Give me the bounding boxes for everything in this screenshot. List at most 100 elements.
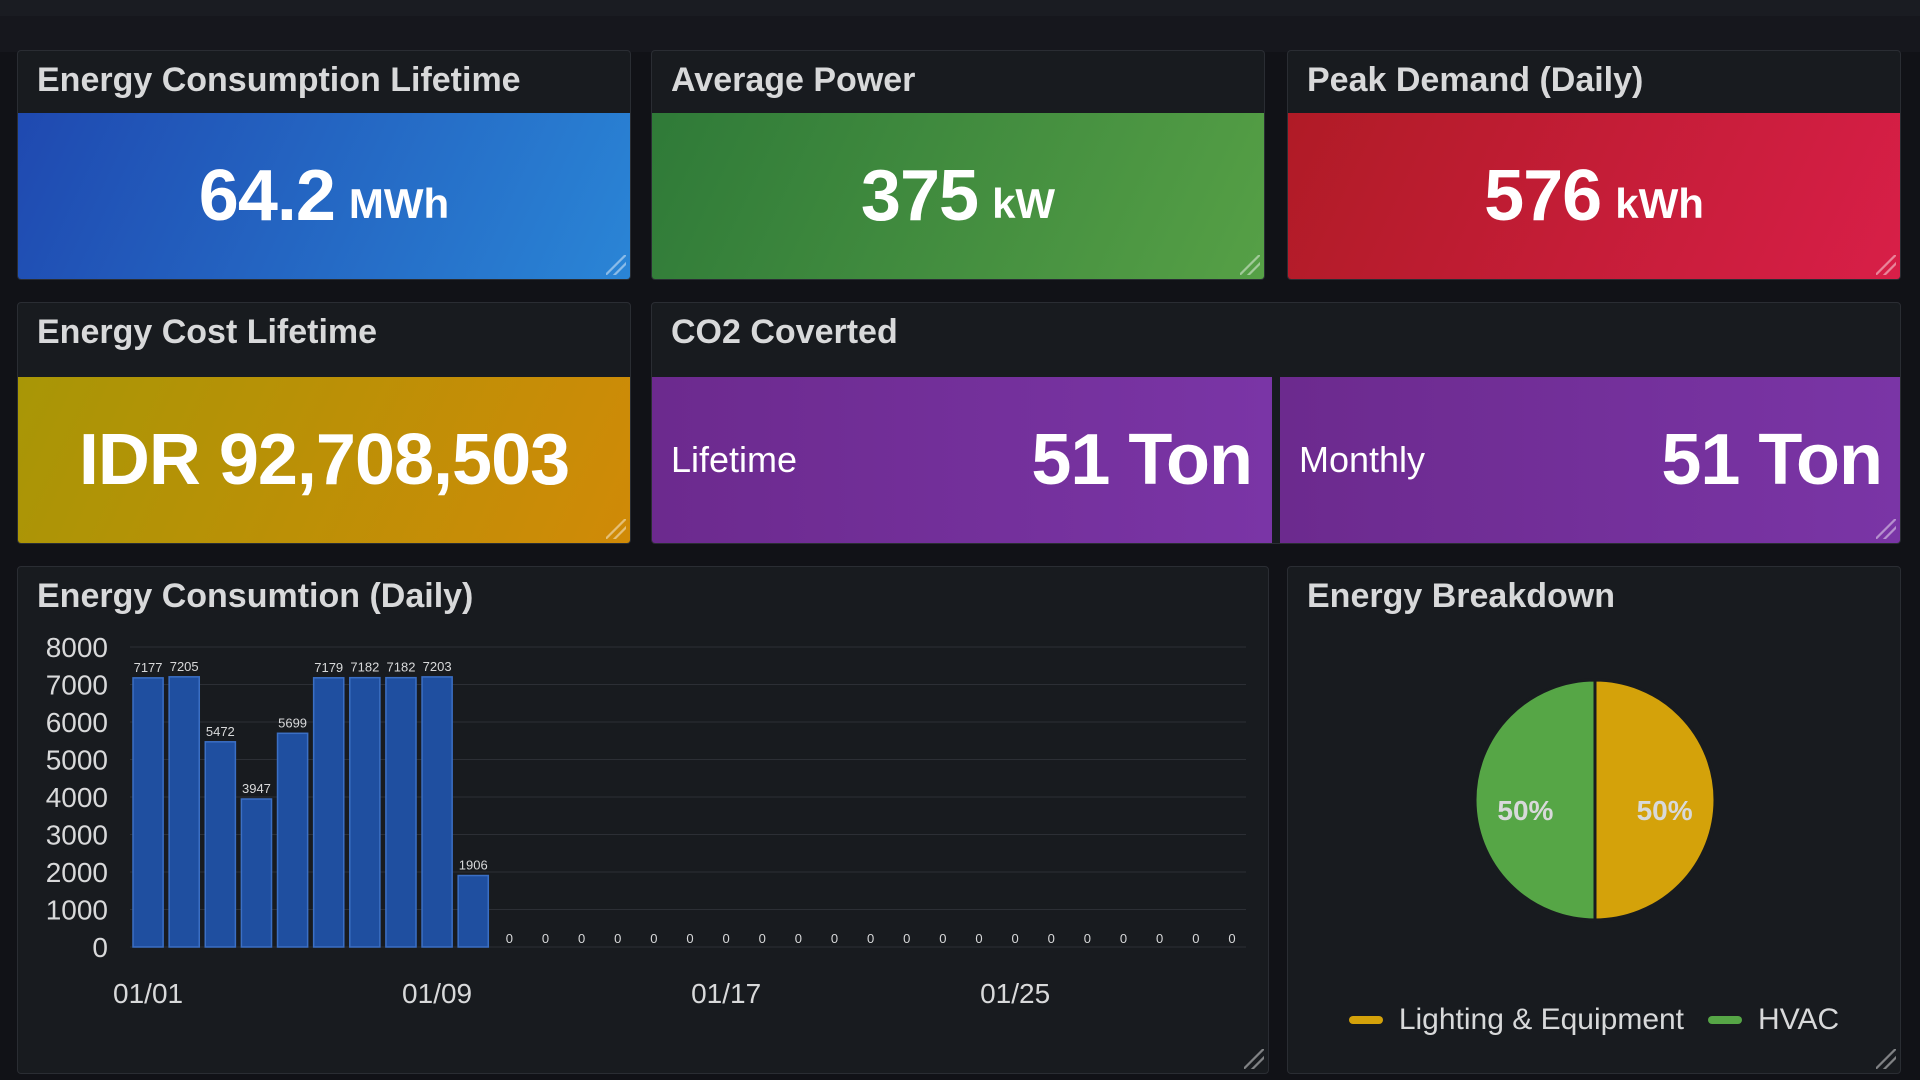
panel-title: Energy Breakdown — [1307, 577, 1615, 615]
slice-label: 50% — [1637, 795, 1693, 826]
panel-energy-consumption-daily[interactable]: Energy Consumtion (Daily) 0 1000 2000 3000 4… — [17, 566, 1269, 1074]
data-label: 0 — [759, 931, 766, 946]
resize-handle-icon[interactable] — [1876, 519, 1896, 539]
data-label: 7205 — [170, 659, 199, 674]
y-tick-label: 3000 — [46, 820, 108, 851]
data-label: 0 — [723, 931, 730, 946]
panel-average-power[interactable]: Average Power 375 kW — [651, 50, 1265, 280]
data-label: 0 — [1156, 931, 1163, 946]
co2-monthly-label: Monthly — [1299, 439, 1426, 480]
bar — [132, 677, 164, 948]
data-label: 0 — [975, 931, 982, 946]
y-tick-label: 2000 — [46, 857, 108, 888]
bar — [385, 676, 417, 948]
x-tick-label: 01/09 — [402, 978, 472, 1009]
y-tick-label: 8000 — [46, 635, 108, 663]
y-tick-label: 1000 — [46, 895, 108, 926]
bar — [457, 874, 490, 948]
stat-value-box: IDR 92,708,503 — [18, 377, 630, 543]
legend-swatch — [1348, 1016, 1383, 1024]
data-label: 0 — [542, 931, 549, 946]
data-label: 0 — [650, 931, 657, 946]
data-label: 1906 — [459, 858, 488, 873]
resize-handle-icon[interactable] — [1876, 1049, 1896, 1069]
resize-handle-icon[interactable] — [606, 255, 626, 275]
stat-unit: kWh — [1615, 180, 1704, 227]
stat-value-box: 375 kW — [652, 113, 1264, 279]
data-label: 0 — [795, 931, 802, 946]
top-bar — [0, 0, 1920, 16]
stat-value: IDR 92,708,503 — [78, 420, 570, 500]
panel-title: Energy Consumtion (Daily) — [37, 577, 474, 615]
data-label: 5699 — [278, 715, 307, 730]
legend-swatch — [1708, 1016, 1743, 1024]
data-label: 7179 — [314, 660, 343, 675]
co2-monthly-value: 51 Ton — [1661, 420, 1883, 500]
resize-handle-icon[interactable] — [1244, 1049, 1264, 1069]
x-tick-label: 01/01 — [113, 978, 183, 1009]
y-tick-label: 0 — [92, 932, 108, 963]
data-label: 0 — [903, 931, 910, 946]
legend-item[interactable]: HVAC — [1708, 1003, 1839, 1037]
panel-peak-demand[interactable]: Peak Demand (Daily) 576 kWh — [1287, 50, 1901, 280]
x-tick-label: 01/25 — [980, 978, 1050, 1009]
co2-monthly-cell: Monthly 51 Ton — [1280, 377, 1900, 543]
legend-label: HVAC — [1758, 1003, 1840, 1036]
data-label: 7177 — [134, 660, 163, 675]
y-tick-label: 4000 — [46, 782, 108, 813]
data-label: 7182 — [387, 660, 416, 675]
pie-slice — [1473, 678, 1597, 922]
data-label: 0 — [867, 931, 874, 946]
daily-bar-chart[interactable]: 0 1000 2000 3000 4000 5000 6000 7000 8000 7177 720… — [18, 635, 1269, 1074]
panel-title: Average Power — [671, 61, 916, 99]
data-label: 5472 — [206, 724, 235, 739]
panel-co2-converted[interactable]: CO2 Coverted Lifetime 51 Ton Monthly 51 … — [651, 302, 1901, 544]
co2-lifetime-label: Lifetime — [671, 439, 798, 480]
panel-title: Energy Cost Lifetime — [37, 313, 378, 351]
pie-legend: Lighting & Equipment HVAC — [1288, 1003, 1900, 1037]
stat-value-box: 576 kWh — [1288, 113, 1900, 279]
data-label: 7203 — [423, 659, 452, 674]
row-header — [0, 16, 1920, 52]
stat-value: 576 — [1484, 156, 1602, 236]
data-label: 0 — [578, 931, 585, 946]
legend-item[interactable]: Lighting & Equipment — [1348, 1003, 1685, 1037]
stat-unit: MWh — [348, 180, 450, 227]
breakdown-pie-chart[interactable]: 50% 50% — [1288, 647, 1901, 977]
data-label: 0 — [831, 931, 838, 946]
bar — [204, 741, 237, 948]
stat-unit: kW — [992, 180, 1056, 227]
bar — [421, 676, 453, 948]
bar — [168, 676, 201, 948]
y-tick-label: 7000 — [46, 670, 108, 701]
data-label: 0 — [1012, 931, 1019, 946]
co2-lifetime-value: 51 Ton — [1031, 420, 1253, 500]
resize-handle-icon[interactable] — [1240, 255, 1260, 275]
bar — [349, 676, 381, 948]
panel-title: CO2 Coverted — [671, 313, 898, 351]
bar — [276, 732, 309, 948]
panel-energy-breakdown[interactable]: Energy Breakdown 50% 50% Lighting & Equip… — [1287, 566, 1901, 1074]
legend-label: Lighting & Equipment — [1398, 1003, 1685, 1036]
data-label: 0 — [1048, 931, 1055, 946]
panel-title: Peak Demand (Daily) — [1307, 61, 1644, 99]
pie-slice — [1593, 678, 1717, 922]
y-tick-label: 6000 — [46, 707, 108, 738]
data-label: 7182 — [350, 660, 379, 675]
stat-value-box: 64.2 MWh — [18, 113, 630, 279]
panel-energy-cost-lifetime[interactable]: Energy Cost Lifetime IDR 92,708,503 — [17, 302, 631, 544]
y-tick-label: 5000 — [46, 745, 108, 776]
resize-handle-icon[interactable] — [1876, 255, 1896, 275]
data-label: 0 — [1228, 931, 1235, 946]
stat-value: 64.2 — [198, 156, 336, 236]
stat-value: 375 — [860, 156, 979, 236]
data-label: 3947 — [242, 781, 271, 796]
panel-energy-consumption-lifetime[interactable]: Energy Consumption Lifetime 64.2 MWh — [17, 50, 631, 280]
data-label: 0 — [506, 931, 513, 946]
panel-title: Energy Consumption Lifetime — [37, 61, 521, 99]
resize-handle-icon[interactable] — [606, 519, 626, 539]
data-label: 0 — [1084, 931, 1091, 946]
x-tick-label: 01/17 — [691, 978, 761, 1009]
co2-lifetime-cell: Lifetime 51 Ton — [652, 377, 1272, 543]
data-label: 0 — [1192, 931, 1199, 946]
